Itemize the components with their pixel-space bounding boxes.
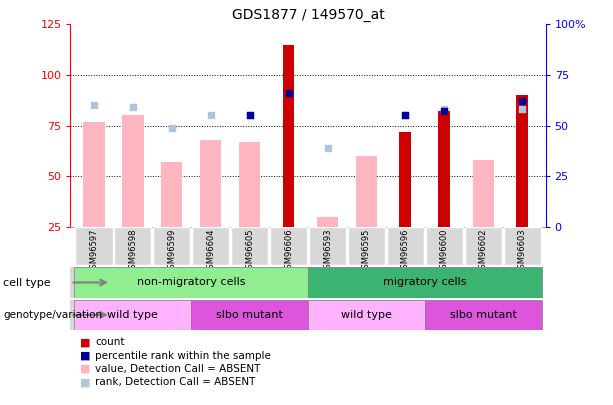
Point	[322, 145, 332, 151]
Text: GSM96603: GSM96603	[518, 229, 527, 274]
Bar	[83, 122, 105, 227]
FancyBboxPatch shape	[425, 227, 463, 265]
FancyBboxPatch shape	[270, 227, 307, 265]
FancyBboxPatch shape	[231, 227, 268, 265]
Bar	[308, 300, 425, 330]
Text: rank, Detection Call = ABSENT: rank, Detection Call = ABSENT	[95, 377, 256, 387]
FancyBboxPatch shape	[348, 227, 385, 265]
Bar	[400, 132, 411, 227]
Text: GSM96600: GSM96600	[440, 229, 449, 274]
Text: slbo mutant: slbo mutant	[216, 310, 283, 320]
Point	[245, 112, 254, 119]
Point	[440, 106, 449, 113]
FancyBboxPatch shape	[75, 227, 113, 265]
Bar	[161, 162, 183, 227]
Bar	[239, 142, 261, 227]
Text: GSM96595: GSM96595	[362, 229, 371, 274]
Text: count: count	[95, 337, 124, 347]
Text: genotype/variation: genotype/variation	[3, 310, 102, 320]
Text: non-migratory cells: non-migratory cells	[137, 277, 245, 288]
FancyBboxPatch shape	[153, 227, 191, 265]
Point	[517, 106, 527, 113]
Text: GSM96599: GSM96599	[167, 229, 177, 274]
FancyBboxPatch shape	[503, 227, 541, 265]
Text: GSM96598: GSM96598	[128, 229, 137, 274]
FancyBboxPatch shape	[465, 227, 502, 265]
Bar	[317, 217, 338, 227]
Point	[167, 124, 177, 131]
Bar	[425, 300, 542, 330]
Text: wild type: wild type	[341, 310, 392, 320]
Point	[440, 108, 449, 115]
Text: GSM96604: GSM96604	[206, 229, 215, 274]
Text: ■: ■	[80, 351, 90, 360]
Text: GSM96596: GSM96596	[401, 229, 410, 274]
Text: slbo mutant: slbo mutant	[450, 310, 517, 320]
FancyBboxPatch shape	[309, 227, 346, 265]
Point	[517, 98, 527, 104]
Text: GSM96606: GSM96606	[284, 229, 293, 274]
Point	[400, 112, 410, 119]
Bar	[74, 267, 308, 298]
Text: value, Detection Call = ABSENT: value, Detection Call = ABSENT	[95, 364, 261, 374]
FancyBboxPatch shape	[192, 227, 229, 265]
Point	[206, 112, 216, 119]
FancyBboxPatch shape	[387, 227, 424, 265]
Text: cell type: cell type	[3, 278, 51, 288]
Text: ■: ■	[80, 364, 90, 374]
Bar	[473, 160, 494, 227]
Text: GSM96605: GSM96605	[245, 229, 254, 274]
Point	[284, 90, 294, 96]
Bar	[308, 267, 542, 298]
Point	[400, 112, 410, 119]
Text: wild type: wild type	[107, 310, 158, 320]
Bar	[438, 111, 450, 227]
Text: GSM96597: GSM96597	[89, 229, 98, 274]
Text: GSM96593: GSM96593	[323, 229, 332, 274]
Text: GSM96602: GSM96602	[479, 229, 488, 274]
Text: ■: ■	[80, 377, 90, 387]
FancyBboxPatch shape	[114, 227, 151, 265]
Text: ■: ■	[80, 337, 90, 347]
Text: percentile rank within the sample: percentile rank within the sample	[95, 351, 271, 360]
Bar	[122, 115, 143, 227]
Point	[89, 102, 99, 109]
Bar	[283, 45, 294, 227]
Bar	[356, 156, 377, 227]
Title: GDS1877 / 149570_at: GDS1877 / 149570_at	[232, 8, 384, 22]
Point	[245, 112, 254, 119]
Bar	[191, 300, 308, 330]
Bar	[516, 95, 528, 227]
Bar	[200, 140, 221, 227]
Point	[128, 104, 138, 111]
Text: migratory cells: migratory cells	[383, 277, 466, 288]
Bar	[74, 300, 191, 330]
